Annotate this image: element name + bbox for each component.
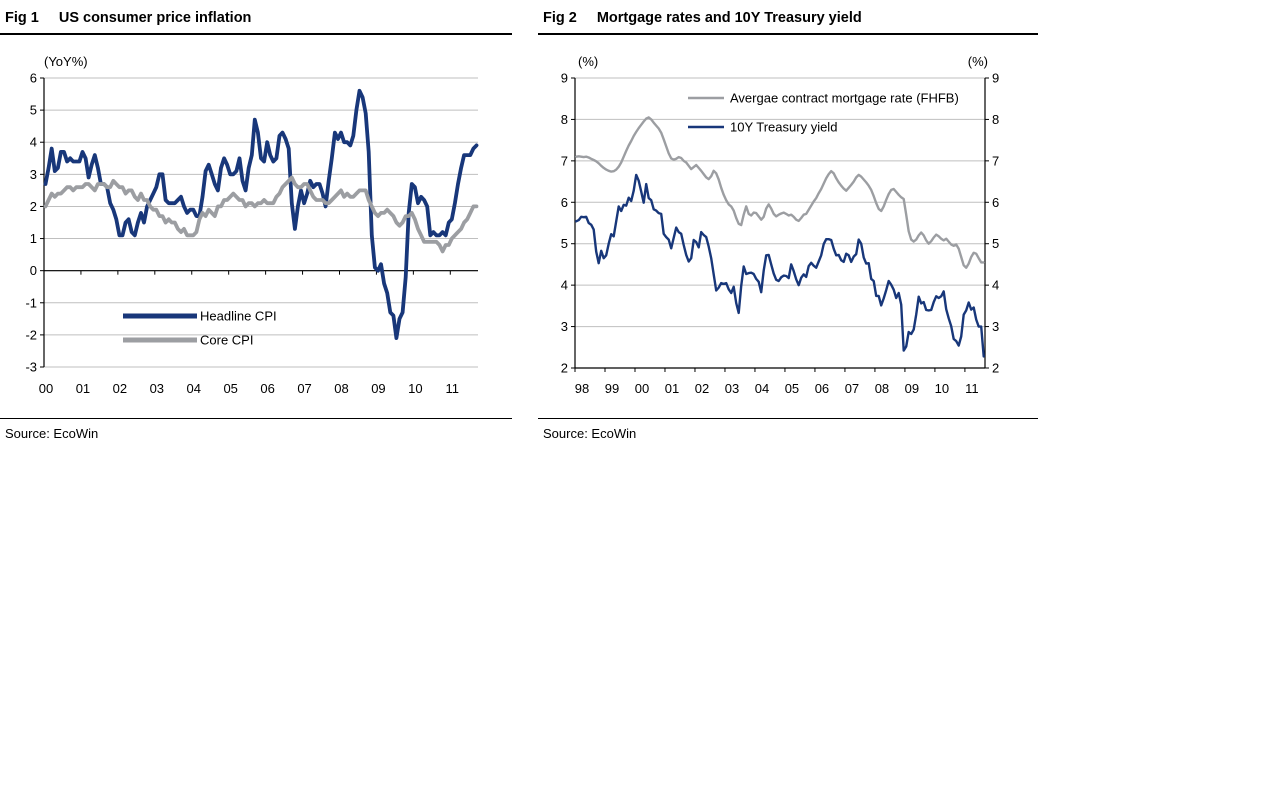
- x-axis-tick-label: 02: [113, 381, 127, 396]
- x-axis-tick-label: 00: [39, 381, 53, 396]
- figure-cpi-number: Fig 1: [5, 10, 39, 26]
- core-cpi-line: [43, 175, 479, 254]
- x-axis-tick-label: 09: [905, 381, 919, 396]
- y-axis-right-tick-label: 8: [992, 112, 999, 127]
- x-axis-tick-label: 98: [575, 381, 589, 396]
- headline-cpi-line: [43, 88, 479, 341]
- y-axis-right-tick-label: 2: [992, 361, 999, 376]
- x-axis-tick-label: 10: [935, 381, 949, 396]
- y-axis-tick-label: -3: [25, 360, 37, 375]
- x-axis-tick-label: 06: [260, 381, 274, 396]
- y-axis-tick-label: 5: [30, 103, 37, 118]
- y-axis-tick-label: 3: [30, 167, 37, 182]
- 10y-treasury-yield-line: [575, 173, 985, 358]
- legend-label: Headline CPI: [200, 309, 277, 324]
- figure-rates-source: Source: EcoWin: [538, 418, 1038, 441]
- y-axis-tick-label: 6: [561, 195, 568, 210]
- figure-rates-title-text: Mortgage rates and 10Y Treasury yield: [596, 10, 862, 26]
- legend-label: Core CPI: [200, 333, 253, 348]
- avergae-contract-mortgage-rate-fhfb-line: [575, 116, 985, 269]
- y-axis-tick-label: 7: [561, 153, 568, 168]
- x-axis-tick-label: 01: [76, 381, 90, 396]
- y-axis-tick-label: -1: [25, 295, 37, 310]
- y-axis-tick-label: 8: [561, 112, 568, 127]
- y-axis-right-tick-label: 6: [992, 195, 999, 210]
- x-axis-tick-label: 01: [665, 381, 679, 396]
- y-axis-right-tick-label: 3: [992, 319, 999, 334]
- y-axis-tick-label: 2: [561, 361, 568, 376]
- y-axis-tick-label: 3: [561, 319, 568, 334]
- legend-label: Avergae contract mortgage rate (FHFB): [730, 91, 959, 106]
- y-axis-unit-label: (%): [578, 54, 598, 69]
- y-axis-tick-label: 4: [30, 135, 37, 150]
- y-axis-right-tick-label: 9: [992, 71, 999, 86]
- y-axis-right-tick-label: 5: [992, 236, 999, 251]
- x-axis-tick-label: 00: [635, 381, 649, 396]
- x-axis-tick-label: 04: [755, 381, 769, 396]
- y-axis-tick-label: 6: [30, 71, 37, 86]
- x-axis-tick-label: 05: [785, 381, 799, 396]
- y-axis-tick-label: 4: [561, 278, 568, 293]
- x-axis-tick-label: 09: [371, 381, 385, 396]
- x-axis-tick-label: 07: [845, 381, 859, 396]
- y-axis-right-tick-label: 7: [992, 153, 999, 168]
- x-axis-tick-label: 04: [187, 381, 201, 396]
- figure-cpi-title: Fig 1 US consumer price inflation: [0, 0, 512, 35]
- figure-cpi-title-text: US consumer price inflation: [58, 10, 252, 26]
- x-axis-tick-label: 07: [297, 381, 311, 396]
- y-axis-tick-label: 5: [561, 236, 568, 251]
- x-axis-tick-label: 08: [334, 381, 348, 396]
- figure-cpi-source: Source: EcoWin: [0, 418, 512, 441]
- y-axis-right-unit-label: (%): [968, 54, 988, 69]
- x-axis-tick-label: 10: [408, 381, 422, 396]
- x-axis-tick-label: 06: [815, 381, 829, 396]
- y-axis-unit-label: (YoY%): [44, 54, 88, 69]
- y-axis-tick-label: 1: [30, 231, 37, 246]
- x-axis-tick-label: 03: [150, 381, 164, 396]
- x-axis-tick-label: 03: [725, 381, 739, 396]
- y-axis-tick-label: -2: [25, 327, 37, 342]
- x-axis-tick-label: 11: [446, 381, 460, 396]
- figure-rates: Fig 2 Mortgage rates and 10Y Treasury yie…: [538, 0, 1038, 441]
- x-axis-tick-label: 02: [695, 381, 709, 396]
- y-axis-tick-label: 9: [561, 71, 568, 86]
- x-axis-tick-label: 08: [875, 381, 889, 396]
- rates-chart-canvas: 9 98 87 76 65 54 43 32 298 99 00 01 02 03 04 05 06 07 08 09…: [561, 54, 999, 396]
- y-axis-tick-label: 2: [30, 199, 37, 214]
- x-axis-tick-label: 05: [223, 381, 237, 396]
- y-axis-right-tick-label: 4: [992, 278, 999, 293]
- figure-rates-title: Fig 2 Mortgage rates and 10Y Treasury yie…: [538, 0, 1038, 35]
- figure-rates-number: Fig 2: [543, 10, 577, 26]
- legend-label: 10Y Treasury yield: [730, 120, 837, 135]
- x-axis-tick-label: 99: [605, 381, 619, 396]
- x-axis-tick-label: 11: [965, 381, 979, 396]
- y-axis-tick-label: 0: [30, 263, 37, 278]
